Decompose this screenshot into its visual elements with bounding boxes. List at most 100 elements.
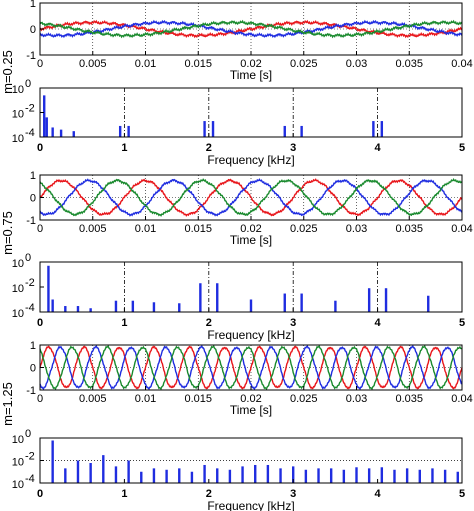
x-tick-label: 0.025 [290,393,318,405]
spectrum-bar [241,466,244,483]
spectrum-bar [405,468,409,483]
x-tick-label: 1 [121,488,127,500]
spectrum-bar [355,467,358,483]
x-tick-label: 4 [375,142,382,154]
y-tick-label: 0 [30,193,36,205]
spectrum-bar [118,125,122,137]
x-tick-label: 0.025 [290,223,318,235]
x-tick-label: 1 [121,142,127,154]
x-tick-label: 0.005 [79,393,107,405]
spectrum-bar [178,303,181,312]
spectrum-bar [51,127,54,137]
y-tick-exponent: -2 [25,277,35,289]
spectrum-bar [283,125,286,137]
x-tick-label: 0.035 [395,393,423,405]
x-tick-label: 0.03 [346,393,367,405]
row-label: m=0.25 [0,50,15,94]
x-tick-label: 0 [37,142,43,154]
x-tick-label: 0 [37,223,43,235]
x-tick-label: 0.04 [451,223,472,235]
spectrum-bar [254,464,257,483]
x-tick-label: 0.025 [290,58,318,70]
time-plot-4: 0 0.005 0.01 0.015 0.02 0.025 0.03 0.035 0.04-10… [26,340,472,417]
x-tick-label: 5 [459,142,465,154]
spectrum-bar [380,467,384,483]
spectrum-bar [51,440,54,483]
spectrum-bar [64,306,67,312]
spectrum-bar [300,293,303,312]
x-tick-label: 0.03 [346,58,367,70]
y-tick-exponent: 0 [25,78,31,90]
series-line [39,178,463,217]
spectrum-bar [89,462,92,483]
spectrum-bar [283,293,286,312]
spectrum-bar [152,468,156,483]
y-tick-exponent: -4 [25,302,35,314]
y-tick-label: 10 [12,133,24,145]
spectrum-bar [89,308,92,312]
series-line [39,19,463,39]
plot-frame [39,87,463,138]
x-tick-label: 0.005 [79,58,107,70]
x-tick-label: 5 [459,488,465,500]
series-line [39,178,463,217]
spectrum-bar [427,295,430,312]
series-line [39,345,463,390]
series-line [39,345,463,390]
spectrum-bar [140,471,143,483]
x-tick-label: 1 [121,317,127,329]
y-tick-label: 10 [12,84,24,96]
spectrum-bar [127,460,130,483]
spectrum-bar [443,469,447,483]
spectrum-bar [76,306,80,312]
y-tick-exponent: -2 [25,451,35,463]
spectrum-bar [393,469,396,483]
x-axis-label: Frequency [kHz] [207,328,294,342]
spectrum-bar [114,466,118,483]
x-tick-label: 3 [290,317,296,329]
row-label: m=1.25 [0,382,15,426]
x-tick-label: 2 [206,142,212,154]
spectrum-bar [51,299,54,312]
spectrum-bar [329,468,333,483]
x-tick-label: 2 [206,317,212,329]
spectrum-bar [45,117,48,137]
series-line [39,19,463,39]
spectrum-bar [199,283,202,312]
x-tick-label: 3 [290,142,296,154]
spectrum-bar [334,300,337,312]
spectrum-bar [59,129,63,137]
series-line [39,19,463,39]
x-tick-label: 0.02 [240,223,261,235]
spectrum-bar [76,460,80,483]
spectrum-bar [292,466,295,483]
x-tick-label: 0 [37,317,43,329]
x-tick-label: 0.035 [395,223,423,235]
spectrum-bar [380,121,384,137]
spectrum-bar [384,288,388,312]
x-tick-label: 5 [459,317,465,329]
x-tick-label: 0.01 [135,223,156,235]
y-tick-label: 10 [12,479,24,491]
y-tick-exponent: -4 [25,473,35,485]
x-tick-label: 0 [37,488,43,500]
time-plot-0: 0 0.005 0.01 0.015 0.02 0.025 0.03 0.035 0.04-10… [26,0,472,82]
spectrum-bar [266,464,270,483]
spectrum-bar [114,300,118,312]
spectrum-bar [178,468,181,483]
y-tick-label: 10 [12,258,24,270]
y-tick-label: 10 [12,457,24,469]
x-tick-label: 0.01 [135,58,156,70]
series-line [39,178,463,217]
spectrum-bar [216,283,219,312]
x-tick-label: 0.005 [79,223,107,235]
x-tick-label: 0.015 [184,223,212,235]
spectrum-bar [43,95,46,137]
y-tick-exponent: -4 [25,127,35,139]
x-tick-label: 2 [206,488,212,500]
spectrum-bar [72,131,75,137]
spectrum-bar [317,468,320,483]
